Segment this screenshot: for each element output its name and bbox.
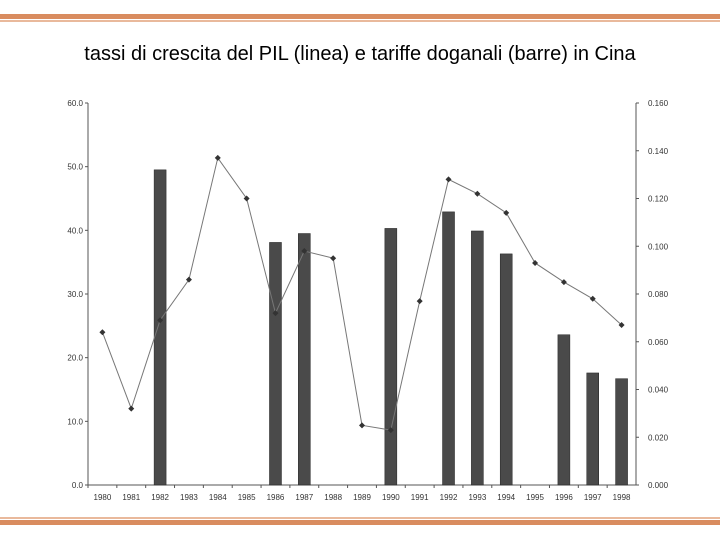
gdp-growth-point: [387, 427, 394, 434]
x-axis-tick-label: 1992: [440, 493, 458, 502]
gdp-growth-point: [330, 255, 337, 262]
x-axis-tick-label: 1988: [324, 493, 342, 502]
gdp-growth-point: [560, 279, 567, 286]
slide-title: tassi di crescita del PIL (linea) e tari…: [30, 42, 690, 66]
left-axis-tick-label: 30.0: [67, 290, 83, 299]
left-axis-tick-label: 60.0: [67, 99, 83, 108]
tariff-bar: [442, 211, 455, 486]
gdp-growth-point: [445, 176, 452, 183]
top-decor-rule-thin: [0, 20, 720, 22]
gdp-growth-point: [243, 195, 250, 202]
top-decor-rule-thick: [0, 14, 720, 19]
slide-title-text: tassi di crescita del PIL (linea) e tari…: [84, 43, 636, 65]
x-axis-tick-label: 1987: [295, 493, 313, 502]
right-axis-tick-label: 0.080: [648, 290, 669, 299]
gdp-growth-point: [503, 209, 510, 216]
gdp-growth-point: [359, 422, 365, 429]
left-axis-tick-label: 40.0: [67, 226, 83, 235]
right-axis-tick-label: 0.060: [648, 338, 669, 347]
gdp-growth-point: [128, 405, 135, 412]
gdp-growth-point: [157, 317, 164, 324]
tariff-bar: [153, 169, 167, 486]
tariff-bar: [384, 228, 398, 486]
left-axis-tick-label: 0.0: [72, 481, 84, 490]
x-axis-tick-label: 1991: [411, 493, 429, 502]
gdp-growth-point: [272, 310, 279, 317]
x-axis-tick-label: 1981: [122, 493, 140, 502]
x-axis-tick-label: 1998: [613, 493, 631, 502]
tariff-bar: [499, 253, 513, 486]
right-axis-tick-label: 0.020: [648, 433, 669, 442]
left-axis-tick-label: 10.0: [67, 417, 83, 426]
right-axis-tick-label: 0.140: [648, 147, 669, 156]
gdp-growth-point: [301, 248, 308, 255]
gdp-growth-point: [618, 322, 625, 329]
tariff-bar: [586, 372, 599, 486]
gdp-growth-point: [99, 329, 106, 336]
bottom-decor-rule-thin: [0, 517, 720, 519]
right-axis-tick-label: 0.160: [648, 99, 669, 108]
x-axis-tick-label: 1997: [584, 493, 602, 502]
right-axis-tick-label: 0.100: [648, 242, 669, 251]
x-axis-tick-label: 1993: [468, 493, 486, 502]
x-axis-tick-label: 1983: [180, 493, 198, 502]
tariff-bar: [298, 233, 311, 486]
x-axis-tick-label: 1986: [267, 493, 285, 502]
x-axis-tick-label: 1990: [382, 493, 400, 502]
tariff-bar: [269, 242, 282, 486]
gdp-growth-line: [101, 156, 622, 431]
x-axis-tick-label: 1989: [353, 493, 371, 502]
x-axis-tick-label: 1995: [526, 493, 544, 502]
gdp-growth-point: [185, 276, 192, 283]
x-axis-tick-label: 1984: [209, 493, 227, 502]
right-axis-tick-label: 0.040: [648, 386, 669, 395]
bottom-decor-rule-thick: [0, 520, 720, 525]
x-axis-tick-label: 1982: [151, 493, 169, 502]
x-axis-tick-label: 1985: [238, 493, 256, 502]
right-axis-tick-label: 0.120: [648, 195, 669, 204]
right-axis-tick-label: 0.000: [648, 481, 669, 490]
tariff-bar: [615, 378, 628, 486]
gdp-growth-point: [416, 298, 423, 305]
gdp-growth-point: [532, 259, 539, 266]
x-axis-tick-label: 1996: [555, 493, 573, 502]
gdp-growth-point: [474, 190, 481, 197]
tariff-bar: [471, 230, 484, 486]
gdp-growth-point: [214, 154, 221, 161]
left-axis-tick-label: 20.0: [67, 354, 83, 363]
gdp-growth-point: [589, 295, 596, 302]
left-axis-tick-label: 50.0: [67, 163, 83, 172]
tariff-bar: [557, 334, 571, 486]
x-axis-tick-label: 1980: [94, 493, 112, 502]
x-axis-tick-label: 1994: [497, 493, 515, 502]
